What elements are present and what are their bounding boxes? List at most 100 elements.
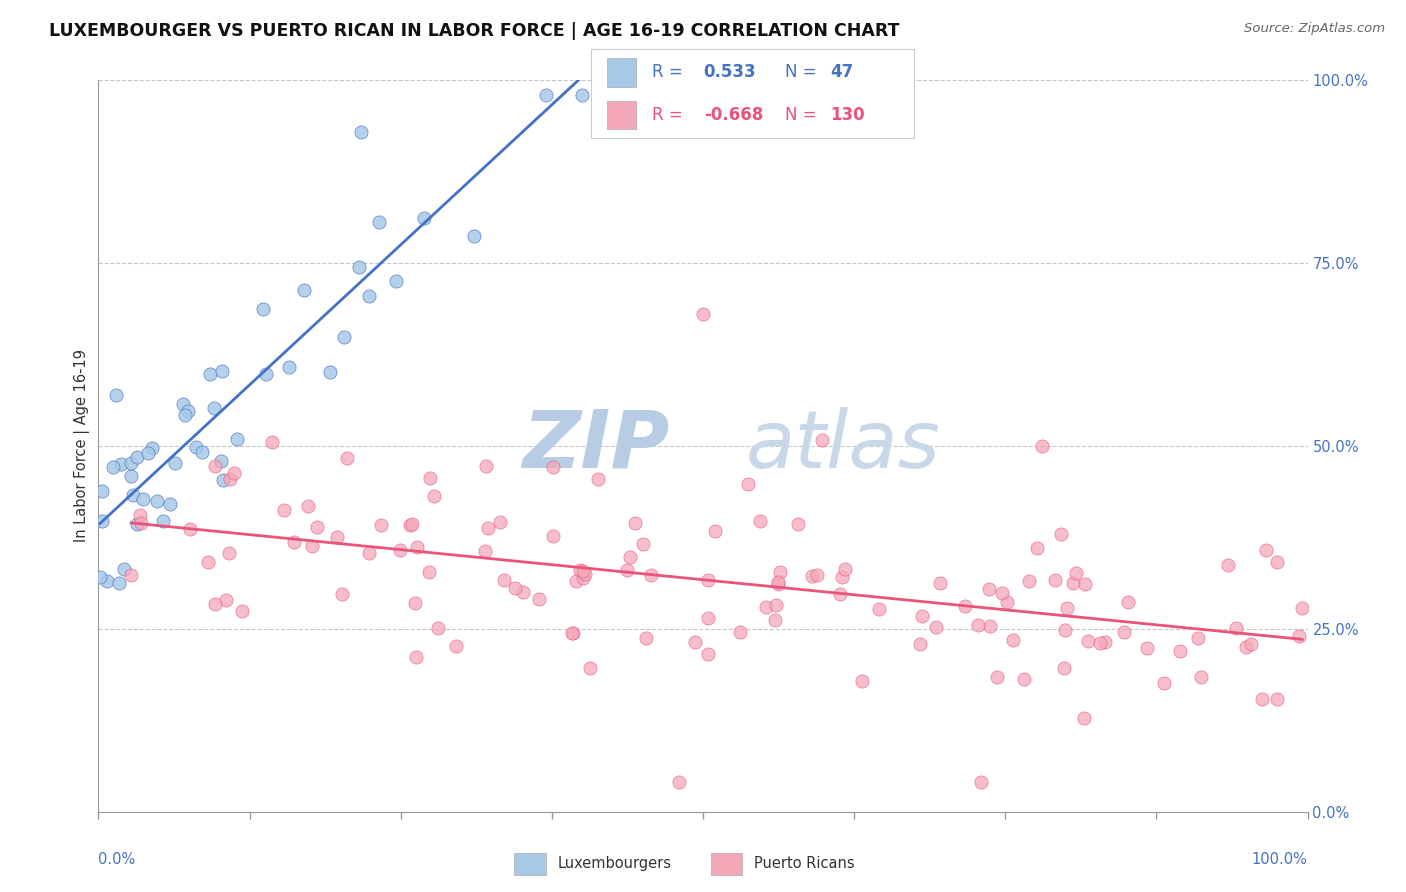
Point bbox=[423, 489, 446, 503]
Point bbox=[204, 458, 226, 473]
Point bbox=[112, 561, 135, 575]
Point bbox=[1225, 621, 1247, 635]
Point bbox=[215, 592, 238, 607]
Point bbox=[697, 573, 720, 587]
Point bbox=[273, 503, 295, 517]
Point bbox=[543, 460, 565, 475]
Point bbox=[252, 302, 274, 317]
Point bbox=[1026, 541, 1049, 556]
Point bbox=[578, 660, 600, 674]
Point bbox=[831, 570, 853, 584]
Point bbox=[565, 574, 588, 588]
Text: 130: 130 bbox=[830, 106, 865, 124]
Point bbox=[427, 621, 450, 635]
Point bbox=[977, 582, 1000, 597]
Point bbox=[177, 403, 200, 417]
Point bbox=[89, 570, 111, 584]
Point bbox=[828, 587, 851, 601]
Point bbox=[419, 471, 441, 485]
Point bbox=[692, 307, 714, 321]
Text: R =: R = bbox=[652, 106, 683, 124]
Point bbox=[911, 609, 934, 624]
Point bbox=[179, 522, 201, 536]
Point bbox=[399, 518, 422, 533]
Point bbox=[1265, 556, 1288, 570]
Point bbox=[624, 516, 647, 530]
Point bbox=[401, 516, 423, 531]
Text: Luxembourgers: Luxembourgers bbox=[557, 855, 671, 871]
Point bbox=[357, 289, 380, 303]
Point bbox=[219, 473, 242, 487]
Point bbox=[1062, 575, 1084, 590]
Point bbox=[330, 586, 353, 600]
Point bbox=[127, 450, 149, 464]
Point bbox=[191, 444, 214, 458]
Point bbox=[197, 555, 219, 569]
Point bbox=[174, 408, 197, 422]
Point bbox=[125, 517, 148, 532]
Point bbox=[1090, 636, 1112, 650]
Point bbox=[834, 562, 856, 576]
Point bbox=[925, 620, 948, 634]
Point bbox=[1189, 670, 1212, 684]
Point bbox=[492, 574, 515, 588]
FancyBboxPatch shape bbox=[711, 853, 742, 875]
Point bbox=[488, 515, 510, 529]
Point bbox=[697, 611, 720, 625]
Point bbox=[967, 618, 990, 632]
Point bbox=[283, 534, 305, 549]
Point bbox=[1043, 573, 1066, 587]
Point bbox=[368, 215, 391, 229]
Point bbox=[404, 596, 426, 610]
Point bbox=[1136, 641, 1159, 656]
Point bbox=[146, 493, 169, 508]
Point bbox=[561, 625, 583, 640]
Point bbox=[991, 585, 1014, 599]
Point bbox=[91, 484, 114, 499]
Text: 100.0%: 100.0% bbox=[1251, 852, 1308, 867]
Point bbox=[370, 517, 392, 532]
Text: Puerto Ricans: Puerto Ricans bbox=[754, 855, 855, 871]
Point bbox=[204, 401, 226, 416]
Point bbox=[569, 563, 592, 577]
Point bbox=[979, 619, 1001, 633]
Point bbox=[503, 581, 526, 595]
Point bbox=[474, 544, 496, 558]
Point bbox=[105, 387, 128, 401]
Point bbox=[1073, 577, 1095, 591]
Point bbox=[668, 775, 690, 789]
Point bbox=[1112, 624, 1135, 639]
Point bbox=[218, 546, 240, 560]
Point bbox=[1251, 691, 1274, 706]
Point bbox=[277, 359, 299, 374]
FancyBboxPatch shape bbox=[607, 58, 636, 87]
Point bbox=[132, 492, 155, 507]
Point bbox=[418, 566, 440, 580]
Point bbox=[561, 625, 583, 640]
Point bbox=[574, 566, 596, 581]
Point bbox=[1187, 631, 1209, 645]
Point bbox=[357, 546, 380, 560]
Point bbox=[108, 576, 131, 591]
Point bbox=[347, 260, 370, 274]
Point bbox=[1031, 439, 1053, 453]
Point bbox=[1288, 629, 1310, 643]
Point bbox=[619, 550, 641, 565]
Point bbox=[152, 514, 174, 528]
Point bbox=[129, 516, 152, 531]
Point bbox=[406, 541, 429, 555]
Y-axis label: In Labor Force | Age 16-19: In Labor Force | Age 16-19 bbox=[75, 350, 90, 542]
Point bbox=[1054, 623, 1077, 637]
Point bbox=[929, 576, 952, 591]
Point bbox=[1001, 633, 1024, 648]
Point bbox=[297, 500, 319, 514]
Point bbox=[763, 614, 786, 628]
Point bbox=[292, 283, 315, 297]
Point bbox=[163, 456, 186, 470]
Point bbox=[159, 497, 181, 511]
Point bbox=[986, 670, 1008, 684]
Point bbox=[768, 566, 790, 580]
Point bbox=[389, 542, 412, 557]
Point bbox=[444, 639, 467, 653]
Point bbox=[204, 597, 226, 611]
